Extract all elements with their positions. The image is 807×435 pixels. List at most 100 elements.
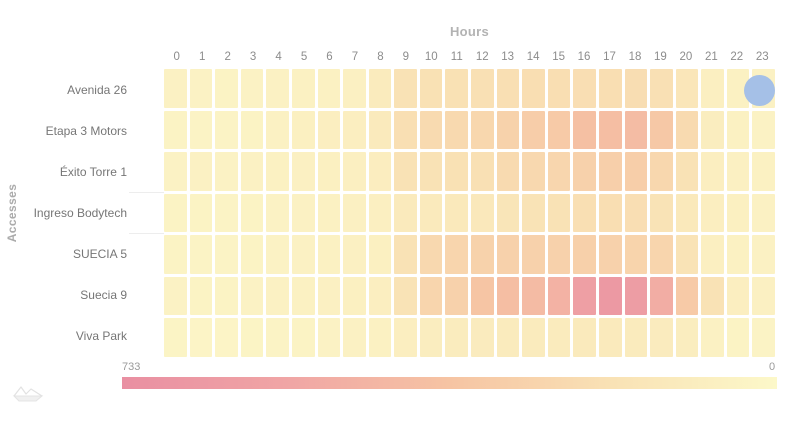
- heatmap-cell[interactable]: [471, 152, 494, 191]
- heatmap-cell[interactable]: [164, 69, 187, 108]
- heatmap-cell[interactable]: [598, 69, 622, 108]
- heatmap-cell[interactable]: [266, 152, 289, 191]
- heatmap-cell[interactable]: [701, 152, 724, 191]
- heatmap-cell[interactable]: [547, 110, 571, 150]
- heatmap-cell[interactable]: [240, 318, 264, 357]
- heatmap-cell[interactable]: [624, 235, 648, 274]
- heatmap-cell[interactable]: [189, 69, 213, 108]
- heatmap-cell[interactable]: [164, 110, 187, 150]
- heatmap-cell[interactable]: [496, 193, 520, 233]
- heatmap-cell[interactable]: [343, 235, 366, 274]
- heatmap-cell[interactable]: [266, 110, 289, 150]
- heatmap-cell[interactable]: [291, 69, 315, 108]
- heatmap-cell[interactable]: [343, 152, 366, 191]
- heatmap-cell[interactable]: [701, 69, 724, 108]
- heatmap-cell[interactable]: [419, 193, 443, 233]
- heatmap-cell[interactable]: [675, 276, 699, 316]
- heatmap-cell[interactable]: [368, 276, 392, 316]
- heatmap-cell[interactable]: [598, 235, 622, 274]
- heatmap-cell[interactable]: [419, 235, 443, 274]
- heatmap-cell[interactable]: [624, 193, 648, 233]
- heatmap-cell[interactable]: [675, 318, 699, 357]
- heatmap-cell[interactable]: [752, 110, 775, 150]
- heatmap-cell[interactable]: [317, 110, 341, 150]
- heatmap-cell[interactable]: [496, 235, 520, 274]
- heatmap-cell[interactable]: [598, 152, 622, 191]
- heatmap-cell[interactable]: [547, 318, 571, 357]
- heatmap-cell[interactable]: [164, 152, 187, 191]
- heatmap-cell[interactable]: [650, 193, 673, 233]
- heatmap-cell[interactable]: [496, 318, 520, 357]
- heatmap-cell[interactable]: [419, 318, 443, 357]
- heatmap-cell[interactable]: [291, 152, 315, 191]
- heatmap-cell[interactable]: [368, 235, 392, 274]
- heatmap-cell[interactable]: [650, 69, 673, 108]
- heatmap-cell[interactable]: [368, 318, 392, 357]
- heatmap-cell[interactable]: [726, 235, 750, 274]
- heatmap-cell[interactable]: [573, 276, 596, 316]
- heatmap-cell[interactable]: [752, 276, 775, 316]
- heatmap-cell[interactable]: [624, 276, 648, 316]
- heatmap-cell[interactable]: [522, 235, 545, 274]
- heatmap-cell[interactable]: [343, 276, 366, 316]
- heatmap-cell[interactable]: [445, 276, 468, 316]
- heatmap-cell[interactable]: [701, 235, 724, 274]
- heatmap-cell[interactable]: [215, 152, 238, 191]
- heatmap-cell[interactable]: [726, 276, 750, 316]
- heatmap-cell[interactable]: [496, 152, 520, 191]
- heatmap-cell[interactable]: [445, 69, 468, 108]
- heatmap-cell[interactable]: [266, 69, 289, 108]
- heatmap-cell[interactable]: [675, 193, 699, 233]
- heatmap-cell[interactable]: [419, 110, 443, 150]
- heatmap-cell[interactable]: [240, 235, 264, 274]
- heatmap-cell[interactable]: [317, 193, 341, 233]
- heatmap-cell[interactable]: [215, 276, 238, 316]
- heatmap-cell[interactable]: [598, 318, 622, 357]
- heatmap-cell[interactable]: [291, 318, 315, 357]
- heatmap-cell[interactable]: [471, 318, 494, 357]
- heatmap-cell[interactable]: [419, 276, 443, 316]
- heatmap-cell[interactable]: [522, 318, 545, 357]
- heatmap-cell[interactable]: [522, 69, 545, 108]
- heatmap-cell[interactable]: [547, 69, 571, 108]
- heatmap-cell[interactable]: [445, 152, 468, 191]
- heatmap-cell[interactable]: [215, 193, 238, 233]
- heatmap-cell[interactable]: [675, 69, 699, 108]
- heatmap-cell[interactable]: [624, 318, 648, 357]
- heatmap-cell[interactable]: [726, 193, 750, 233]
- heatmap-cell[interactable]: [317, 152, 341, 191]
- heatmap-cell[interactable]: [419, 69, 443, 108]
- heatmap-cell[interactable]: [726, 318, 750, 357]
- heatmap-cell[interactable]: [675, 235, 699, 274]
- heatmap-cell[interactable]: [701, 276, 724, 316]
- heatmap-cell[interactable]: [752, 235, 775, 274]
- heatmap-cell[interactable]: [266, 235, 289, 274]
- heatmap-cell[interactable]: [496, 110, 520, 150]
- heatmap-cell[interactable]: [522, 276, 545, 316]
- heatmap-cell[interactable]: [394, 318, 417, 357]
- heatmap-cell[interactable]: [215, 69, 238, 108]
- heatmap-cell[interactable]: [573, 235, 596, 274]
- heatmap-cell[interactable]: [189, 110, 213, 150]
- heatmap-cell[interactable]: [164, 235, 187, 274]
- heatmap-cell[interactable]: [522, 110, 545, 150]
- heatmap-cell[interactable]: [547, 193, 571, 233]
- heatmap-cell[interactable]: [701, 318, 724, 357]
- heatmap-cell[interactable]: [445, 193, 468, 233]
- heatmap-cell[interactable]: [573, 110, 596, 150]
- heatmap-cell[interactable]: [368, 110, 392, 150]
- heatmap-cell[interactable]: [240, 152, 264, 191]
- heatmap-cell[interactable]: [471, 276, 494, 316]
- heatmap-cell[interactable]: [266, 318, 289, 357]
- heatmap-cell[interactable]: [547, 152, 571, 191]
- heatmap-cell[interactable]: [343, 193, 366, 233]
- heatmap-cell[interactable]: [317, 69, 341, 108]
- heatmap-cell[interactable]: [522, 193, 545, 233]
- heatmap-cell[interactable]: [368, 193, 392, 233]
- heatmap-cell[interactable]: [701, 193, 724, 233]
- heatmap-cell[interactable]: [598, 193, 622, 233]
- heatmap-cell[interactable]: [650, 318, 673, 357]
- heatmap-cell[interactable]: [471, 110, 494, 150]
- floating-circle-button[interactable]: [744, 75, 775, 106]
- heatmap-cell[interactable]: [701, 110, 724, 150]
